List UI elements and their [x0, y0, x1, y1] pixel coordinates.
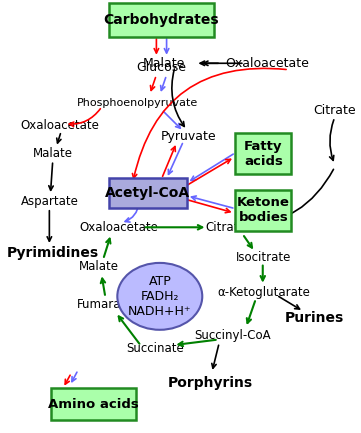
Text: Succinate: Succinate [126, 342, 184, 355]
FancyBboxPatch shape [51, 388, 136, 420]
Text: Glucose: Glucose [136, 61, 187, 74]
Text: Oxaloacetate: Oxaloacetate [20, 120, 99, 132]
FancyBboxPatch shape [109, 3, 214, 37]
Text: Malate: Malate [79, 260, 119, 273]
Text: Phosphoenolpyruvate: Phosphoenolpyruvate [77, 98, 198, 108]
Text: Malate: Malate [143, 57, 185, 70]
Text: Ketone
bodies: Ketone bodies [237, 196, 290, 224]
Text: α-Ketoglutarate: α-Ketoglutarate [217, 285, 310, 298]
Text: Succinyl-CoA: Succinyl-CoA [195, 329, 271, 342]
FancyBboxPatch shape [235, 133, 291, 174]
FancyBboxPatch shape [235, 190, 291, 230]
FancyBboxPatch shape [109, 178, 187, 208]
Text: Pyrimidines: Pyrimidines [7, 246, 99, 260]
Text: Porphyrins: Porphyrins [168, 376, 253, 390]
Text: Acetyl-CoA: Acetyl-CoA [105, 186, 191, 200]
Ellipse shape [117, 263, 202, 330]
Text: Oxaloacetate: Oxaloacetate [79, 221, 158, 234]
Text: Pyruvate: Pyruvate [161, 130, 217, 143]
Text: Fatty
acids: Fatty acids [244, 140, 283, 168]
Text: Fumarate: Fumarate [77, 298, 134, 311]
Text: Purines: Purines [285, 311, 344, 325]
Text: Citrate: Citrate [313, 104, 356, 117]
Text: Isocitrate: Isocitrate [236, 251, 291, 264]
Text: ATP
FADH₂
NADH+H⁺: ATP FADH₂ NADH+H⁺ [128, 275, 192, 318]
Text: Aspartate: Aspartate [21, 195, 78, 208]
Text: Oxaloacetate: Oxaloacetate [225, 57, 309, 70]
Text: Amino acids: Amino acids [48, 398, 139, 411]
Text: Carbohydrates: Carbohydrates [104, 13, 219, 27]
Text: Citrate: Citrate [206, 221, 246, 234]
Text: Malate: Malate [33, 147, 73, 160]
